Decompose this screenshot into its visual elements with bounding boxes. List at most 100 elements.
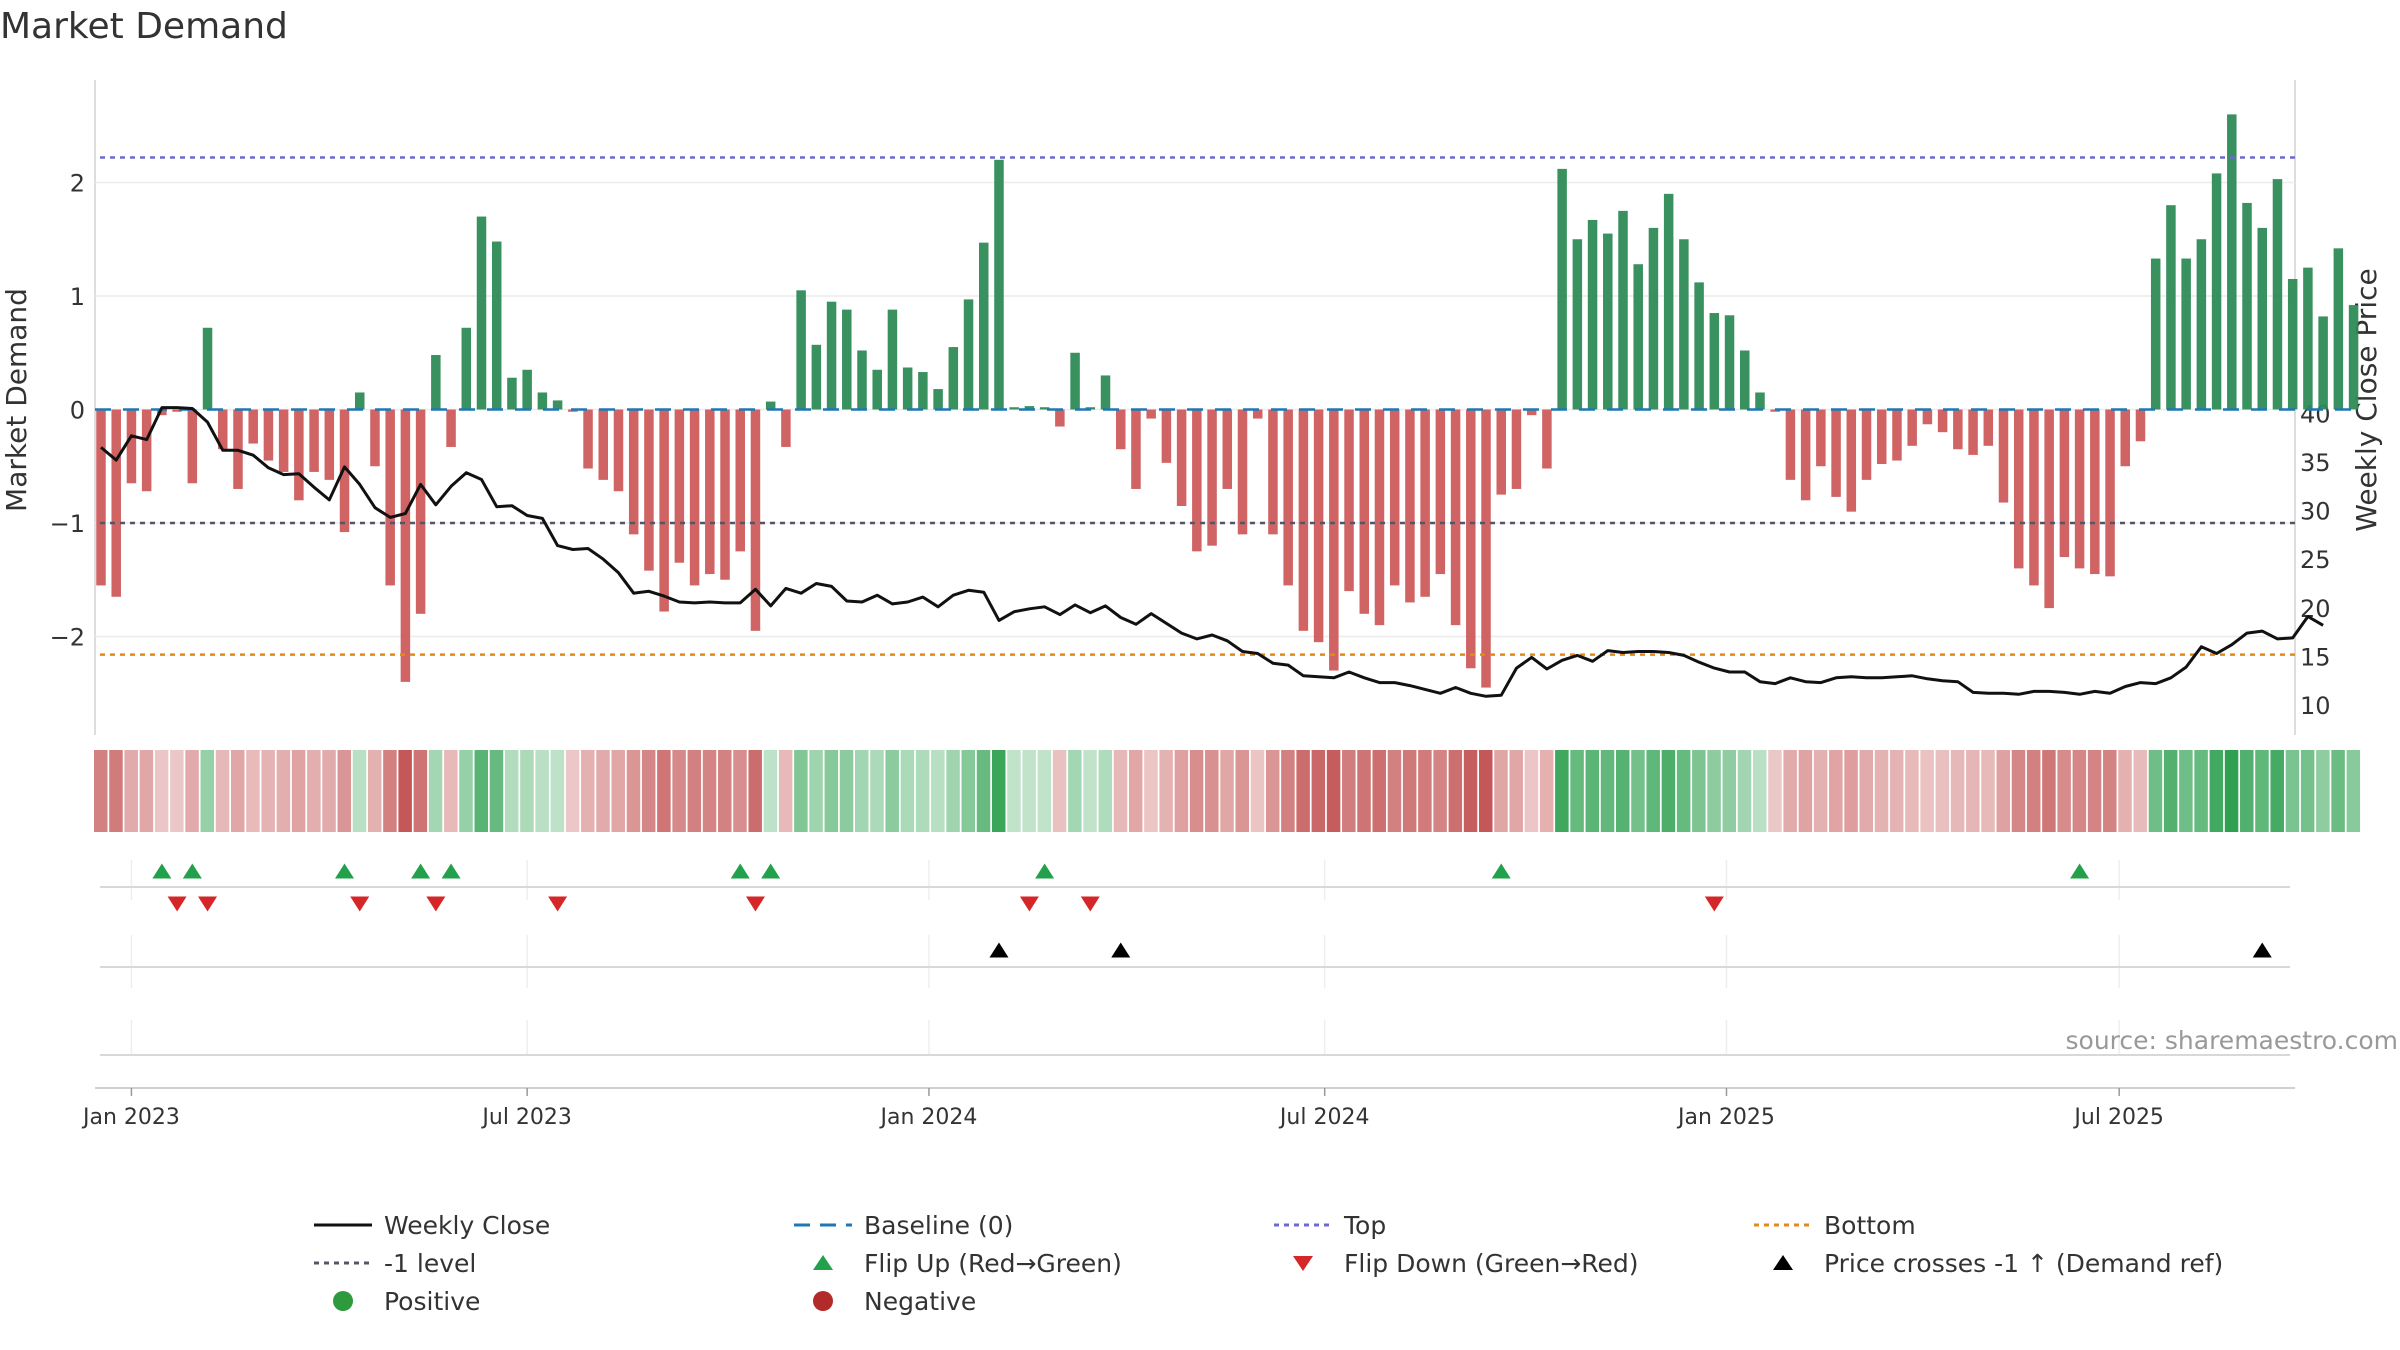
heat-cell [1463,750,1478,832]
demand-bar [598,409,609,480]
x-tick-label: Jan 2023 [81,1105,180,1130]
demand-bar [309,409,319,472]
heat-cell [2224,750,2239,832]
demand-bar [415,409,426,614]
y-tick-label-right: 15 [2300,643,2331,671]
legend-label: Bottom [1824,1210,1916,1240]
demand-bar [476,216,487,410]
demand-bar [811,344,822,410]
heat-cell [398,750,412,832]
demand-bar [1298,409,1309,631]
price-cross-marker [2252,942,2272,958]
demand-bar [1892,409,1902,461]
demand-bar [2029,409,2039,586]
legend-item-bottom: Bottom [1740,1210,1916,1240]
demand-bar [994,159,1004,410]
heat-cell [1935,750,1950,832]
heat-cell [1144,750,1158,832]
heat-cell [1281,750,1295,832]
heat-cell [444,750,458,832]
heat-cell [413,750,428,832]
demand-bar [522,369,532,410]
legend-item-top: Top [1260,1210,1386,1240]
heat-cell [550,750,565,832]
price-cross-marker [1111,942,1131,958]
heat-cell [1326,750,1341,832]
heat-cell [1022,750,1036,832]
demand-bar [857,350,867,410]
demand-bar [1557,168,1567,410]
heat-cell [1539,750,1554,832]
demand-bar [2257,227,2267,410]
demand-bar [2211,173,2222,410]
heat-cell [170,750,184,832]
heat-cell [154,750,169,832]
demand-bar [1100,375,1111,410]
y-tick-label-left: −1 [50,510,85,538]
demand-bar [1222,409,1233,489]
demand-bar [2242,202,2252,410]
heat-cell [1220,750,1234,832]
demand-bar [1679,239,1689,410]
demand-bar [202,327,213,410]
demand-bar [552,400,563,410]
flip-down-marker [167,896,187,912]
heat-cell [1798,750,1813,832]
heat-cell [1813,750,1828,832]
heat-cell [124,750,138,832]
heat-cell [2103,750,2117,832]
heat-cell [687,750,702,832]
heat-cell [2300,750,2315,832]
heat-cell [1098,750,1113,832]
legend-label: Top [1344,1210,1387,1240]
heat-cell [1235,750,1249,832]
demand-bar [1724,315,1735,410]
demand-bar [1755,392,1765,410]
heat-cell [885,750,899,832]
demand-bar [842,309,852,410]
demand-bar [461,327,472,410]
demand-bar [1192,409,1202,552]
heat-cell [246,750,260,832]
demand-bar [1998,409,2009,503]
heat-cell [215,750,230,832]
demand-bar [1953,409,1963,450]
demand-bar [1115,409,1126,450]
heat-cell [1722,750,1737,832]
heat-cell [1037,750,1052,832]
chart-title: Market Demand [0,6,288,47]
demand-bar [933,389,943,410]
heat-cell [1661,750,1676,832]
heat-cell [565,750,580,832]
x-tick-label: Jan 2025 [1676,1105,1775,1130]
demand-bar [1055,409,1065,427]
legend-swatch [1260,1248,1332,1278]
heat-cell [139,750,154,832]
demand-bar [126,409,137,484]
demand-bar [1344,409,1354,592]
heat-cell [504,750,519,832]
y-tick-label-right: 30 [2300,498,2331,526]
demand-bar [1496,409,1506,495]
heat-cell [855,750,869,832]
demand-bar [2120,409,2131,467]
demand-bar [1785,409,1796,480]
demand-bar [400,409,411,682]
heat-cell [383,750,397,832]
heat-cell [1859,750,1874,832]
heat-cell [2087,750,2102,832]
demand-bar [2333,248,2344,410]
demand-bar [948,347,959,410]
demand-bar [218,409,228,450]
heat-cell [1509,750,1523,832]
heat-cell [991,750,1006,832]
y-tick-label-right: 10 [2300,692,2331,720]
demand-bar [583,409,593,469]
heat-cell [733,750,747,832]
heat-cell [1296,750,1310,832]
flip-down-marker [745,896,765,912]
y-tick-label-left: 0 [70,397,85,425]
demand-bar [735,409,745,552]
demand-bar [385,409,395,586]
heat-cell [1433,750,1447,832]
